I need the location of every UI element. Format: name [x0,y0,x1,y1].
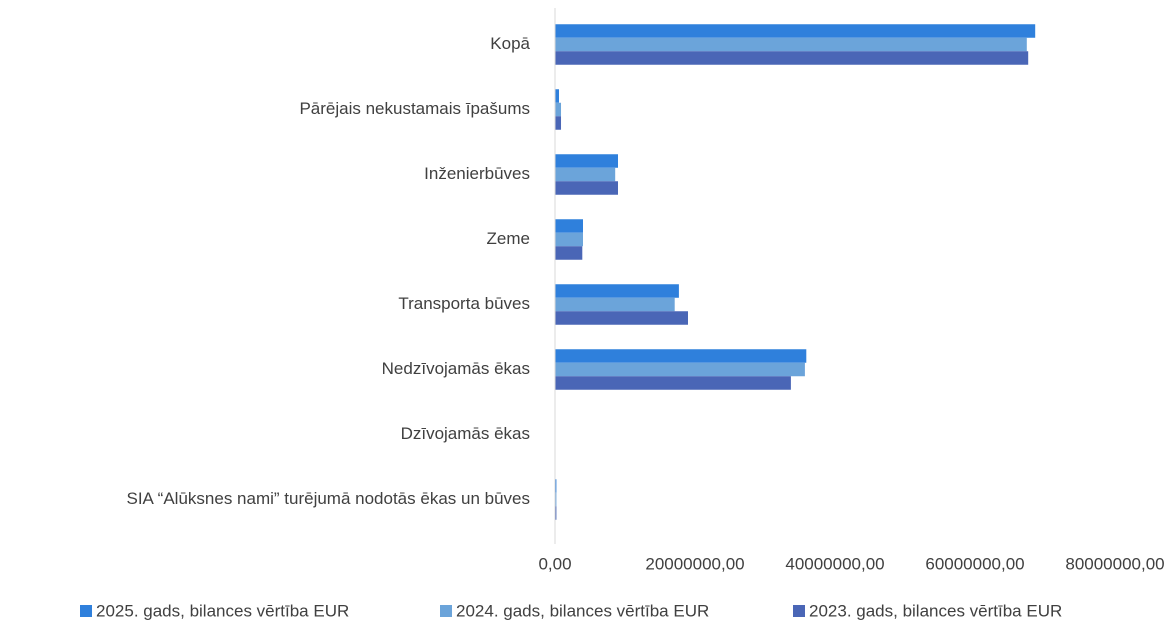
x-tick-label: 20000000,00 [645,554,744,573]
bar [555,51,1029,65]
x-tick-label: 80000000,00 [1065,554,1164,573]
x-tick-label: 60000000,00 [925,554,1024,573]
bar [555,284,679,298]
category-label: Nedzīvojamās ēkas [382,359,530,378]
bar [555,102,562,117]
bar [555,492,557,507]
category-label: Dzīvojamās ēkas [401,424,530,443]
category-label: Kopā [490,34,530,53]
bar [555,37,1027,52]
category-label: Zeme [487,229,530,248]
legend-swatch [793,605,805,617]
bar [555,167,616,182]
bar [555,349,807,363]
bar [555,89,559,103]
bar [555,232,583,247]
category-label: Inženierbūves [424,164,530,183]
legend-label: 2024. gads, bilances vērtība EUR [456,601,709,620]
bar [555,311,688,325]
legend-label: 2025. gads, bilances vērtība EUR [96,601,349,620]
bar [555,506,557,520]
category-label: Transporta būves [398,294,530,313]
bar [555,24,1036,38]
legend-label: 2023. gads, bilances vērtība EUR [809,601,1062,620]
category-label: Pārējais nekustamais īpašums [299,99,530,118]
bar [555,297,675,312]
x-tick-label: 40000000,00 [785,554,884,573]
category-label: SIA “Alūksnes nami” turējumā nodotās ēka… [127,489,531,508]
bar [555,116,562,130]
bar [555,479,557,493]
bar [555,154,618,168]
x-tick-label: 0,00 [538,554,571,573]
legend-swatch [440,605,452,617]
bar [555,181,618,195]
bar [555,246,583,260]
bar [555,219,583,233]
bar [555,362,805,377]
bar [555,376,791,390]
legend-swatch [80,605,92,617]
